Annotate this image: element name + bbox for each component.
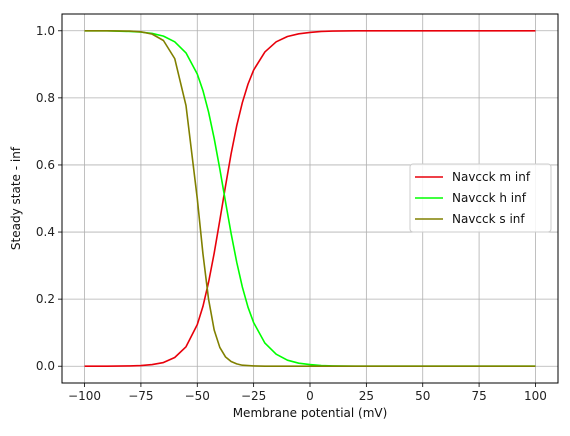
x-tick-label: −75 (128, 389, 153, 403)
legend-entry: Navcck h inf (452, 191, 527, 205)
y-tick-label: 0.2 (36, 292, 55, 306)
x-tick-label: −50 (185, 389, 210, 403)
x-tick-label: 100 (524, 389, 547, 403)
y-tick-label: 0.6 (36, 158, 55, 172)
legend: Navcck m inf Navcck h inf Navcck s inf (409, 163, 552, 233)
legend-entry: Navcck s inf (452, 212, 525, 226)
x-tick-label: −25 (241, 389, 266, 403)
series-line-navcck-s-inf (84, 29, 536, 368)
x-tick-label: 50 (415, 389, 430, 403)
y-tick-label: 0.8 (36, 91, 55, 105)
y-tick-label: 0.0 (36, 359, 55, 373)
series-line-navcck-m-inf (84, 29, 536, 368)
legend-box (409, 163, 552, 233)
x-tick-label: −100 (68, 389, 101, 403)
series-layer (84, 29, 536, 368)
y-tick-label: 0.4 (36, 225, 55, 239)
x-tick-label: 75 (471, 389, 486, 403)
y-axis-label: Steady state - inf (9, 146, 23, 250)
ticks: −100 −75 −50 −25 0 25 50 75 100 0.0 0.2 0.4 0.6 0.8 1.… (36, 24, 547, 403)
x-axis-label: Membrane potential (mV) (233, 406, 388, 420)
x-tick-label: 25 (359, 389, 374, 403)
x-tick-label: 0 (306, 389, 314, 403)
legend-entry: Navcck m inf (452, 170, 531, 184)
y-tick-label: 1.0 (36, 24, 55, 38)
